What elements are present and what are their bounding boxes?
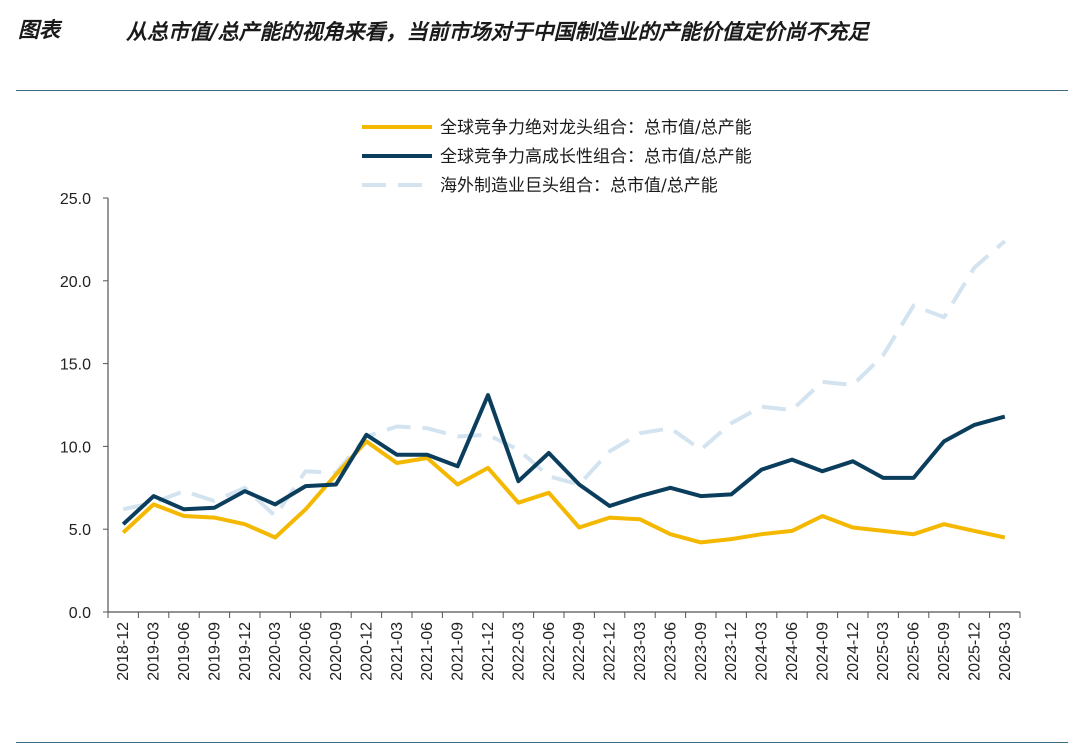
legend-label-1: 全球竞争力绝对龙头组合：总市值/总产能 [440, 118, 752, 138]
y-tick-label: 10.0 [60, 439, 91, 456]
figure-title: 从总市值/总产能的视角来看，当前市场对于中国制造业的产能价值定价尚不充足 [126, 20, 869, 44]
x-tick-label: 2025-12 [966, 622, 983, 681]
x-tick-label: 2022-12 [602, 622, 619, 681]
x-tick-label: 2025-03 [875, 622, 892, 681]
x-tick-label: 2020-03 [267, 622, 284, 681]
y-tick-label: 25.0 [60, 191, 91, 208]
series-line-2 [121, 393, 1006, 526]
top-divider [16, 90, 1068, 91]
x-tick-label: 2025-09 [936, 622, 953, 681]
x-tick-label: 2024-06 [784, 622, 801, 681]
x-tick-label: 2019-09 [206, 622, 223, 681]
y-tick-label: 15.0 [60, 357, 91, 374]
legend-label-3: 海外制造业巨头组合：总市值/总产能 [440, 176, 718, 196]
x-tick-label: 2020-06 [298, 622, 315, 681]
x-tick-label: 2023-09 [693, 622, 710, 681]
x-tick-label: 2021-06 [419, 622, 436, 681]
bottom-divider [16, 742, 1068, 743]
x-tick-label: 2021-09 [450, 622, 467, 681]
x-tick-label: 2023-06 [662, 622, 679, 681]
x-tick-label: 2019-03 [146, 622, 163, 681]
x-tick-label: 2022-09 [571, 622, 588, 681]
x-tick-label: 2023-03 [632, 622, 649, 681]
y-axis: 0.0 5.0 10.0 15.0 20.0 25.0 [60, 191, 109, 622]
y-tick-label: 0.0 [69, 605, 91, 622]
x-tick-label: 2020-12 [358, 622, 375, 681]
series-line-3 [122, 239, 1007, 518]
x-tick-label: 2021-12 [480, 622, 497, 681]
x-tick-label: 2022-03 [510, 622, 527, 681]
x-tick-label: 2024-09 [814, 622, 831, 681]
x-tick-label: 2020-09 [328, 622, 345, 681]
x-tick-label: 2022-06 [541, 622, 558, 681]
y-tick-label: 20.0 [60, 274, 91, 291]
legend-label-2: 全球竞争力高成长性组合：总市值/总产能 [440, 147, 752, 167]
x-tick-label: 2024-03 [754, 622, 771, 681]
series-layer [121, 239, 1007, 545]
x-tick-label: 2025-06 [906, 622, 923, 681]
x-tick-label: 2026-03 [997, 622, 1014, 681]
x-axis: 2018-12 2019-03 2019-06 2019-09 2019-12 2020-… [107, 611, 1021, 681]
x-tick-label: 2019-12 [237, 622, 254, 681]
figure-label: 图表 [18, 18, 60, 42]
chart-legend: 全球竞争力绝对龙头组合：总市值/总产能全球竞争力高成长性组合：总市值/总产能海外… [362, 118, 752, 196]
x-tick-label: 2023-12 [723, 622, 740, 681]
x-tick-label: 2018-12 [115, 622, 132, 681]
x-tick-label: 2024-12 [845, 622, 862, 681]
y-tick-label: 5.0 [69, 522, 91, 539]
series-line-1 [121, 439, 1006, 545]
x-tick-label: 2019-06 [176, 622, 193, 681]
x-tick-label: 2021-03 [389, 622, 406, 681]
